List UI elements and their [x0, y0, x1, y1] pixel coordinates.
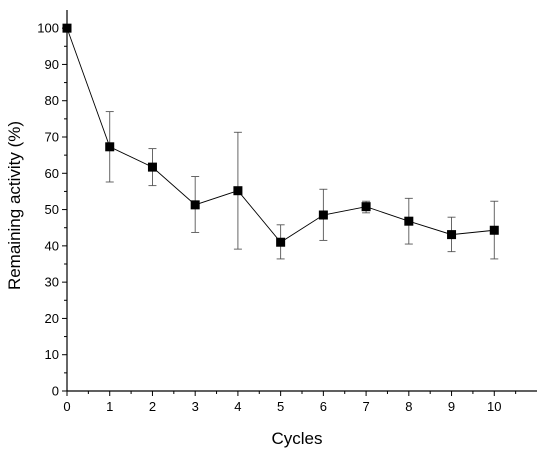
series-line	[66, 27, 495, 243]
y-tick-label: 50	[45, 202, 59, 217]
axes	[66, 10, 537, 392]
x-tick-label: 7	[362, 399, 369, 414]
x-tick-label: 4	[234, 399, 241, 414]
x-tick-label: 6	[320, 399, 327, 414]
x-tick-label: 2	[149, 399, 156, 414]
data-point	[147, 162, 157, 172]
data-point	[447, 230, 457, 240]
y-tick-label: 70	[45, 130, 59, 145]
y-tick-label: 100	[37, 21, 59, 36]
x-tick-label: 0	[63, 399, 70, 414]
x-tick-label: 5	[277, 399, 284, 414]
y-tick-label: 20	[45, 311, 59, 326]
x-tick-label: 9	[448, 399, 455, 414]
data-point	[361, 202, 371, 212]
data-point	[233, 186, 243, 196]
y-tick-label: 0	[52, 384, 59, 399]
error-bars	[105, 111, 499, 260]
data-point	[404, 216, 414, 226]
x-tick-label: 1	[106, 399, 113, 414]
y-tick-label: 40	[45, 238, 59, 253]
y-tick-label: 10	[45, 347, 59, 362]
data-point	[318, 210, 328, 220]
x-tick-label: 3	[192, 399, 199, 414]
x-axis-title: Cycles	[271, 429, 322, 448]
y-ticks: 0 10 20 30 40 50 60 70 80 90 100	[37, 21, 67, 399]
y-tick-label: 80	[45, 93, 59, 108]
y-tick-label: 30	[45, 275, 59, 290]
data-points	[62, 23, 499, 247]
x-tick-label: 8	[405, 399, 412, 414]
x-ticks: 0 1 2 3 4 5 6 7 8 9 10	[63, 391, 517, 414]
data-point	[190, 200, 200, 210]
data-point	[489, 225, 499, 235]
data-point	[105, 142, 115, 152]
data-point	[276, 237, 286, 247]
y-axis-title: Remaining activity (%)	[5, 121, 24, 290]
data-point	[62, 23, 72, 33]
y-tick-label: 60	[45, 166, 59, 181]
x-tick-label: 10	[487, 399, 501, 414]
y-tick-label: 90	[45, 57, 59, 72]
